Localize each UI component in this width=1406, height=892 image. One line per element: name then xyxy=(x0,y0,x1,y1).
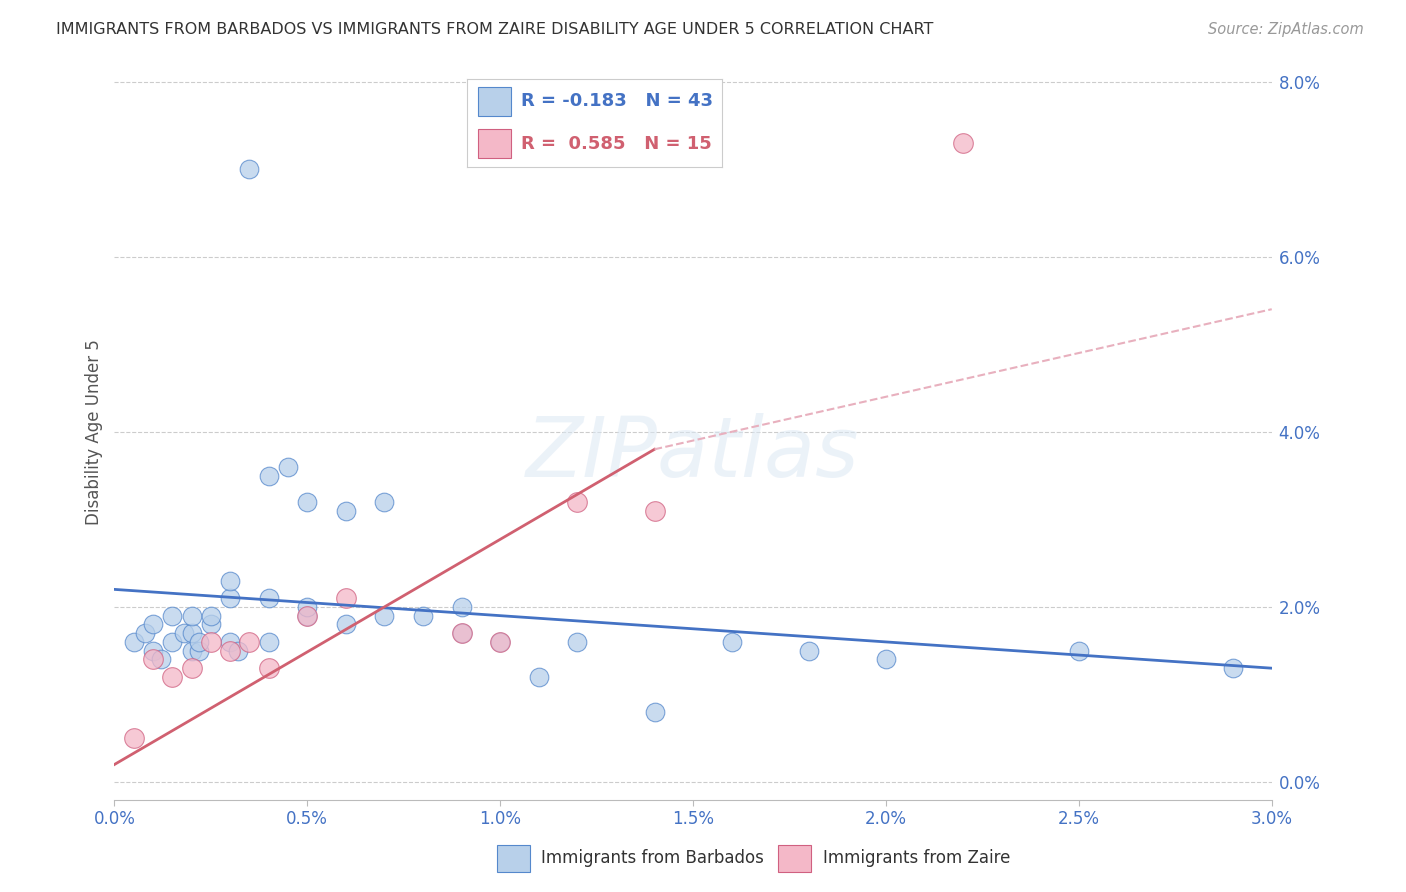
Point xyxy=(297,495,319,509)
Point xyxy=(297,608,319,623)
Point xyxy=(257,635,280,649)
Point xyxy=(219,643,242,657)
Point xyxy=(1067,643,1090,657)
Point xyxy=(200,635,222,649)
Point xyxy=(257,468,280,483)
Point xyxy=(134,626,156,640)
Text: Immigrants from Barbados: Immigrants from Barbados xyxy=(541,849,765,867)
Point xyxy=(188,635,211,649)
Point xyxy=(162,608,184,623)
Point xyxy=(162,670,184,684)
Point xyxy=(952,136,974,150)
Point xyxy=(180,643,202,657)
Point xyxy=(1222,661,1244,675)
Point xyxy=(567,495,589,509)
Point xyxy=(238,635,260,649)
Point xyxy=(142,643,165,657)
Point xyxy=(489,635,512,649)
Point xyxy=(200,608,222,623)
Point xyxy=(450,626,472,640)
Y-axis label: Disability Age Under 5: Disability Age Under 5 xyxy=(86,339,103,524)
Point xyxy=(226,643,249,657)
Text: Immigrants from Zaire: Immigrants from Zaire xyxy=(823,849,1010,867)
Point xyxy=(297,608,319,623)
Point xyxy=(527,670,550,684)
Point xyxy=(219,635,242,649)
Point xyxy=(297,599,319,614)
Text: IMMIGRANTS FROM BARBADOS VS IMMIGRANTS FROM ZAIRE DISABILITY AGE UNDER 5 CORRELA: IMMIGRANTS FROM BARBADOS VS IMMIGRANTS F… xyxy=(56,22,934,37)
Point xyxy=(219,574,242,588)
Point xyxy=(450,599,472,614)
Point xyxy=(142,617,165,632)
Point xyxy=(373,608,395,623)
Point xyxy=(335,617,357,632)
Point xyxy=(450,626,472,640)
Point xyxy=(200,617,222,632)
Point xyxy=(335,503,357,517)
Point xyxy=(149,652,172,666)
Point xyxy=(257,591,280,606)
Text: Source: ZipAtlas.com: Source: ZipAtlas.com xyxy=(1208,22,1364,37)
Point xyxy=(238,162,260,177)
Point xyxy=(180,661,202,675)
Point xyxy=(162,635,184,649)
Text: ZIPatlas: ZIPatlas xyxy=(526,413,860,494)
Point xyxy=(489,635,512,649)
Point xyxy=(277,459,299,474)
Point xyxy=(180,608,202,623)
Point xyxy=(412,608,434,623)
Point xyxy=(173,626,195,640)
Point xyxy=(644,503,666,517)
Point xyxy=(373,495,395,509)
Point xyxy=(219,591,242,606)
Point xyxy=(720,635,742,649)
Point xyxy=(644,705,666,719)
Point xyxy=(142,652,165,666)
Point xyxy=(875,652,897,666)
Point xyxy=(122,635,145,649)
Point xyxy=(180,626,202,640)
Point xyxy=(188,643,211,657)
Point xyxy=(567,635,589,649)
Point xyxy=(797,643,820,657)
Point xyxy=(335,591,357,606)
Point xyxy=(257,661,280,675)
Point xyxy=(122,731,145,746)
